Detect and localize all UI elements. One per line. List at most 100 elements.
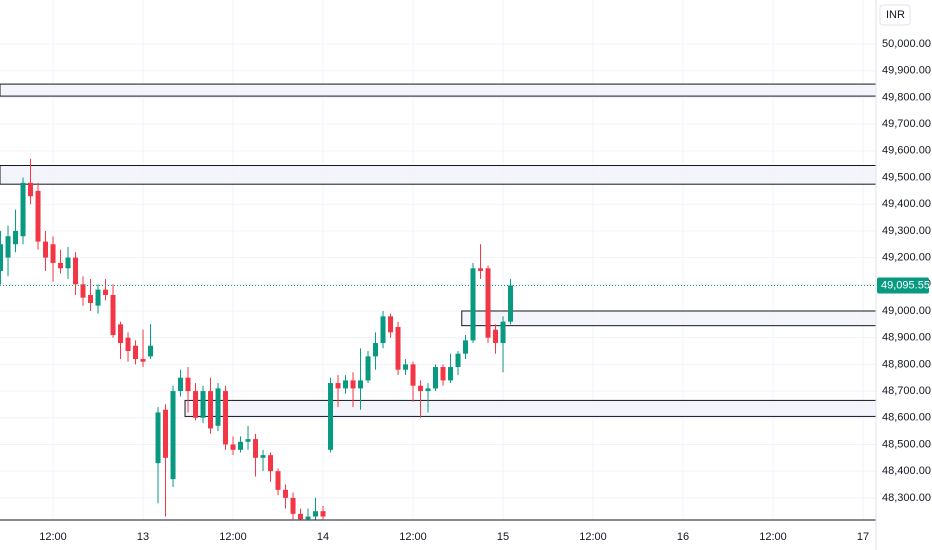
candle-body [313,511,319,517]
candle-body [43,241,49,258]
grid [0,0,876,520]
y-tick-label: 49,700.00 [882,118,931,130]
x-tick-label: 14 [317,531,329,543]
candle-body [125,337,131,352]
y-tick-label: 48,800.00 [882,358,931,370]
candle-body [200,391,206,418]
candle-body [133,345,139,360]
candle-body [365,356,371,381]
y-tick-label: 50,000.00 [882,38,931,50]
candle-body [245,439,251,442]
candle-body [163,409,169,458]
zone [0,83,876,97]
y-tick-label: 48,700.00 [882,385,931,397]
candle-body [358,380,364,389]
candle-body [275,471,281,490]
zone [0,165,876,185]
x-tick-label: 12:00 [759,531,787,543]
candle-body [463,340,469,354]
candle-body [80,284,86,298]
y-tick-label: 48,500.00 [882,438,931,450]
candle-body [208,391,214,429]
y-tick-label: 49,600.00 [882,145,931,157]
y-tick-label: 49,300.00 [882,225,931,237]
candle-body [50,244,56,263]
last-price-label: 49,095.55 [881,279,930,291]
candle-body [433,367,439,389]
y-tick-label: 49,900.00 [882,65,931,77]
candle-body [343,380,349,389]
candle-body [230,444,236,450]
y-tick-label: 48,400.00 [882,465,931,477]
candle-body [110,294,116,336]
candle-body [20,182,26,237]
candle-body [260,455,266,458]
candle-body [103,289,109,295]
x-tick-label: 16 [677,531,689,543]
zone [184,399,876,417]
candle-body [493,329,499,344]
candle-body [73,257,79,285]
candle-body [373,343,379,357]
y-tick-label: 48,300.00 [882,492,931,504]
candle-body [500,321,506,344]
candle-body [185,377,191,392]
candle-body [88,294,94,303]
currency-badge[interactable] [879,4,911,26]
x-tick-label: 12:00 [219,531,247,543]
candle-body [65,257,71,269]
candle-body [470,268,476,341]
candle-body [223,391,229,445]
x-tick-label: 15 [497,531,509,543]
y-tick-label: 49,500.00 [882,171,931,183]
x-tick-label: 13 [137,531,149,543]
candle-body [418,385,424,392]
candle-body [238,441,244,450]
candle-body [5,236,11,258]
y-tick-label: 48,900.00 [882,332,931,344]
candle-body [440,367,446,381]
candle-body [290,497,296,514]
x-tick-label: 12:00 [399,531,427,543]
candle-body [388,316,394,333]
candle-body [320,511,326,517]
x-tick-label: 12:00 [579,531,607,543]
candle-body [305,516,311,520]
y-tick-label: 49,200.00 [882,252,931,264]
y-tick-label: 49,800.00 [882,91,931,103]
candle-body [350,380,356,389]
candle-body [478,268,484,271]
candle-body [283,489,289,498]
candle-body [140,359,146,362]
currency-label: INR [886,9,905,21]
candle-body [455,353,461,368]
candle-body [58,262,64,269]
x-tick-label: 12:00 [39,531,67,543]
candle-body [0,244,4,271]
candle-body [95,289,101,306]
candle-body [335,383,341,389]
plot-area [0,83,876,520]
last-price-badge [877,277,929,294]
y-tick-label: 49,400.00 [882,198,931,210]
candle-body [485,268,491,338]
zone [461,310,876,327]
candle-body [28,182,34,197]
candle-body [508,285,514,322]
candle-body [178,377,184,392]
y-tick-label: 48,600.00 [882,412,931,424]
candle-body [268,455,274,472]
x-tick-label: 17 [857,531,869,543]
candle-body [395,327,401,370]
candle-body [425,388,431,392]
y-tick-label: 49,000.00 [882,305,931,317]
candle-body [448,367,454,381]
candle-body [253,439,259,458]
candle-body [403,364,409,370]
candle-body [35,190,41,242]
candle-body [13,230,19,245]
candle-body [193,391,199,418]
candle-body [155,412,161,464]
candle-body [215,388,221,426]
